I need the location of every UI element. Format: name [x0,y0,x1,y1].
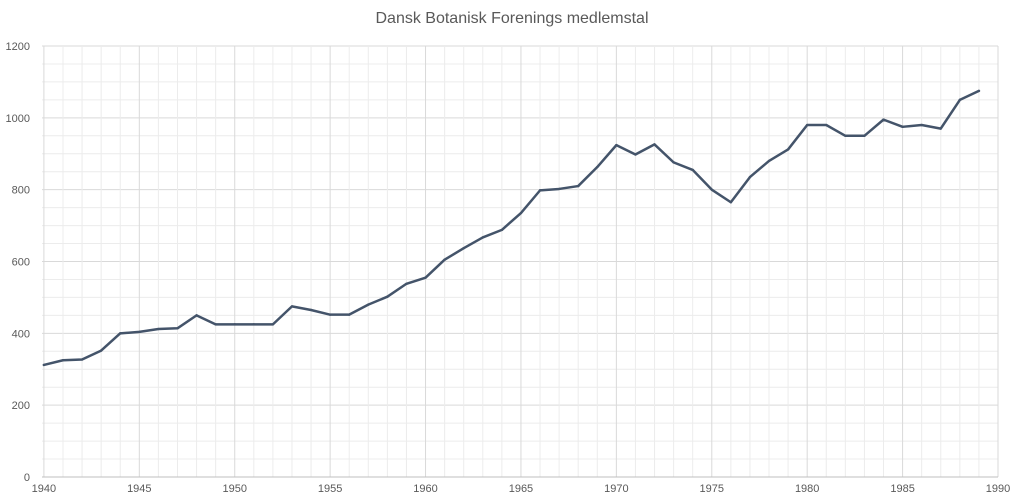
data-point [844,134,847,137]
y-tick-label: 800 [12,185,30,197]
y-tick-label: 1200 [6,41,30,53]
data-point [939,127,942,130]
data-point [80,358,84,361]
data-point [748,175,752,179]
data-point [538,189,542,192]
data-point [462,247,465,250]
data-point [405,282,408,285]
chart-title: Dansk Botanisk Forenings medlemstal [375,10,649,27]
data-point [138,330,141,334]
series-line [42,89,981,367]
x-tick-label: 1990 [986,483,1010,495]
data-point [825,123,828,127]
y-tick-label: 200 [12,400,30,412]
data-point [710,188,713,191]
data-point [500,228,504,232]
data-point [424,276,427,279]
data-point [805,123,809,127]
data-point [672,161,675,164]
data-point [328,313,332,316]
data-point [271,323,275,326]
y-tick-label: 600 [12,257,30,269]
data-point [290,305,294,308]
x-tick-label: 1970 [604,483,628,495]
data-point [653,143,656,146]
data-point [901,125,904,129]
data-point [61,359,65,362]
data-point [615,143,618,147]
data-point [195,314,198,317]
data-point [882,118,885,121]
data-point [958,98,962,102]
x-tick-label: 1955 [318,483,342,495]
data-point [977,89,981,93]
data-point [348,313,351,316]
data-point [634,153,637,156]
x-tick-label: 1940 [32,483,56,495]
tick-labels: 0 200 400 600 800 1000 1200 1940 1945 1950 1955 196… [6,41,1011,495]
y-tick-label: 0 [24,472,30,484]
data-point [481,236,484,239]
x-tick-label: 1985 [890,483,914,495]
data-point [99,349,103,352]
data-point [252,323,256,326]
data-point [119,332,122,335]
data-point [42,363,46,367]
data-point [596,165,599,169]
data-point [691,168,694,172]
data-point [786,148,790,151]
data-point [367,303,370,306]
gridlines [42,45,999,478]
series-layer [42,89,981,367]
data-point [157,327,160,331]
x-tick-label: 1975 [700,483,724,495]
x-tick-label: 1980 [795,483,819,495]
data-point [176,327,179,330]
data-point [214,323,217,326]
x-tick-label: 1960 [413,483,437,495]
data-point [386,295,389,298]
x-tick-label: 1950 [222,483,246,495]
data-point [557,187,561,191]
data-point [729,201,733,204]
y-tick-label: 1000 [6,113,30,125]
data-point [920,123,923,127]
data-point [443,258,446,261]
data-point [767,159,771,163]
data-point [519,211,523,215]
data-point [309,308,313,312]
data-point [576,184,580,188]
data-point [233,323,236,326]
x-tick-label: 1945 [127,483,151,495]
x-tick-label: 1965 [509,483,533,495]
y-tick-label: 400 [12,328,30,340]
data-point [863,134,866,137]
